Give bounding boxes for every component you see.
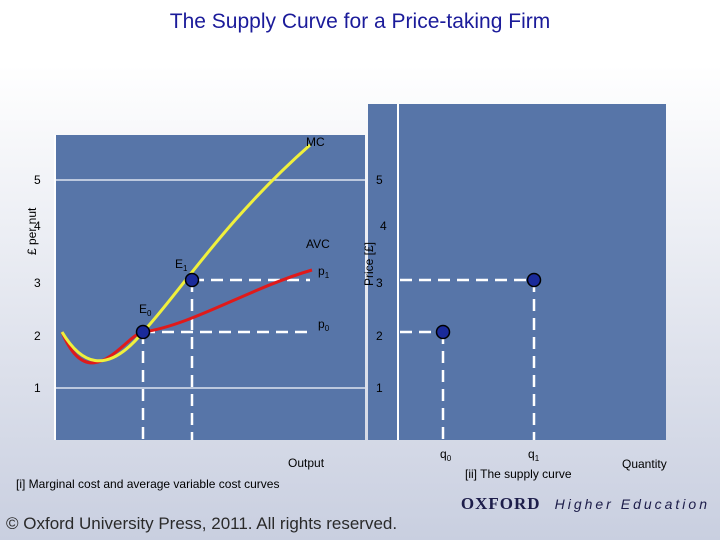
right-y-tick: 5 [376, 173, 383, 187]
left-y-tick: 3 [34, 276, 41, 290]
brand-name: OXFORD [460, 494, 541, 513]
right-panel: 5 4 3 2 1 Price [£] q0 q1 [ii] The suppl… [362, 104, 667, 481]
p1-label: p1 [318, 264, 330, 280]
left-panel-caption: [i] Marginal cost and average variable c… [16, 477, 279, 491]
right-y-tick: 4 [380, 219, 387, 233]
p0-label: p0 [318, 317, 330, 333]
output-axis-label: Output [288, 456, 325, 470]
e0-label: E0 [139, 302, 152, 318]
right-y-tick: 2 [376, 329, 383, 343]
left-y-tick: 2 [34, 329, 41, 343]
mc-label: MC [306, 135, 325, 149]
left-panel: 5 4 3 2 1 £ per nut MC AVC E1 E0 p1 p0 O… [16, 135, 365, 491]
left-y-axis-label: £ per nut [25, 207, 39, 255]
e1-point [184, 272, 200, 288]
oxford-brand: OXFORD Higher Education [461, 494, 710, 514]
quantity-axis-label: Quantity [622, 457, 667, 471]
e1-label: E1 [175, 257, 188, 273]
left-y-tick: 4 [34, 219, 41, 233]
left-panel-background [55, 135, 365, 440]
q0-tick-label: q0 [440, 447, 452, 463]
left-y-tick: 1 [34, 381, 41, 395]
right-y-tick: 3 [376, 276, 383, 290]
left-y-tick: 5 [34, 173, 41, 187]
page-title: The Supply Curve for a Price-taking Firm [169, 10, 551, 33]
avc-label: AVC [306, 237, 330, 251]
right-y-tick: 1 [376, 381, 383, 395]
supply-point-q1 [526, 272, 542, 288]
right-y-axis-label: Price [£] [362, 242, 376, 286]
mc-curve [60, 143, 311, 363]
q1-tick-label: q1 [528, 447, 540, 463]
right-panel-background [368, 104, 666, 440]
supply-point-q0 [435, 324, 451, 340]
copyright-footer: © Oxford University Press, 2011. All rig… [6, 514, 398, 533]
brand-tagline: Higher Education [554, 496, 710, 512]
e0-point [135, 324, 151, 340]
right-panel-caption: [ii] The supply curve [465, 467, 572, 481]
